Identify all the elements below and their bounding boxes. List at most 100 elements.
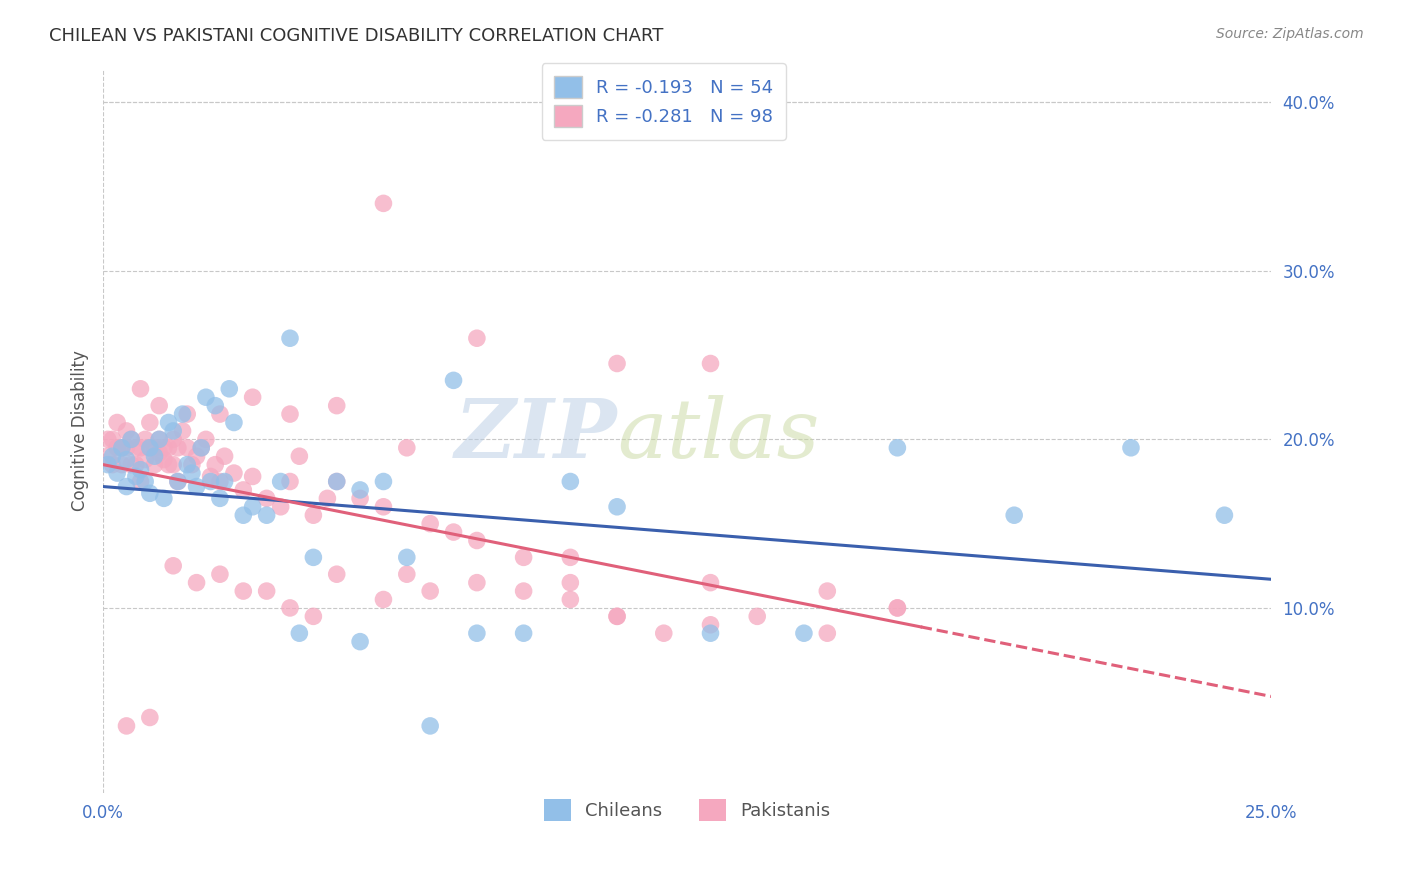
Point [115,479,138,493]
Point [560,550,582,565]
Point [288,626,311,640]
Point [97,433,120,447]
Point [419,584,441,599]
Point [97,458,120,472]
Point [186,449,208,463]
Point [162,424,184,438]
Point [200,469,222,483]
Point [606,500,628,514]
Point [560,575,582,590]
Point [256,491,278,506]
Point [1213,508,1236,523]
Point [111,441,134,455]
Point [162,558,184,573]
Point [162,458,184,472]
Point [101,433,124,447]
Point [129,441,152,455]
Point [101,458,124,472]
Point [395,567,418,582]
Point [278,407,301,421]
Text: Source: ZipAtlas.com: Source: ZipAtlas.com [1216,27,1364,41]
Point [167,475,190,489]
Point [148,433,170,447]
Point [699,626,721,640]
Point [139,441,162,455]
Point [134,433,156,447]
Point [373,592,395,607]
Point [134,475,156,489]
Point [278,601,301,615]
Point [143,441,166,455]
Point [302,550,325,565]
Point [214,449,236,463]
Point [190,441,212,455]
Point [222,416,245,430]
Legend: Chileans, Pakistanis: Chileans, Pakistanis [530,784,845,835]
Point [180,458,202,472]
Point [232,508,254,523]
Point [256,508,278,523]
Point [115,719,138,733]
Point [176,407,198,421]
Point [373,196,395,211]
Point [115,441,138,455]
Point [162,433,184,447]
Point [176,458,198,472]
Point [111,458,134,472]
Point [419,719,441,733]
Point [200,475,222,489]
Point [139,416,162,430]
Point [204,399,226,413]
Point [815,626,838,640]
Point [120,458,142,472]
Point [606,357,628,371]
Point [325,475,347,489]
Point [1119,441,1142,455]
Point [214,475,236,489]
Point [512,550,534,565]
Point [134,452,156,467]
Point [699,617,721,632]
Point [129,475,152,489]
Point [153,491,176,506]
Point [699,357,721,371]
Point [465,331,488,345]
Point [125,441,148,455]
Point [190,441,212,455]
Point [242,500,264,514]
Point [325,475,347,489]
Point [886,601,908,615]
Point [139,486,162,500]
Point [111,441,134,455]
Point [443,524,465,539]
Point [288,449,311,463]
Point [157,458,180,472]
Point [208,407,231,421]
Point [270,475,292,489]
Point [172,407,194,421]
Point [105,466,128,480]
Point [186,479,208,493]
Point [115,424,138,438]
Point [176,441,198,455]
Point [349,483,371,497]
Point [815,584,838,599]
Point [419,516,441,531]
Point [129,463,152,477]
Point [129,382,152,396]
Point [148,433,170,447]
Point [97,449,120,463]
Point [560,475,582,489]
Point [232,483,254,497]
Point [105,416,128,430]
Point [204,458,226,472]
Point [120,433,142,447]
Point [218,382,240,396]
Point [125,458,148,472]
Point [172,424,194,438]
Point [349,634,371,648]
Point [325,567,347,582]
Point [325,399,347,413]
Point [242,390,264,404]
Point [153,452,176,467]
